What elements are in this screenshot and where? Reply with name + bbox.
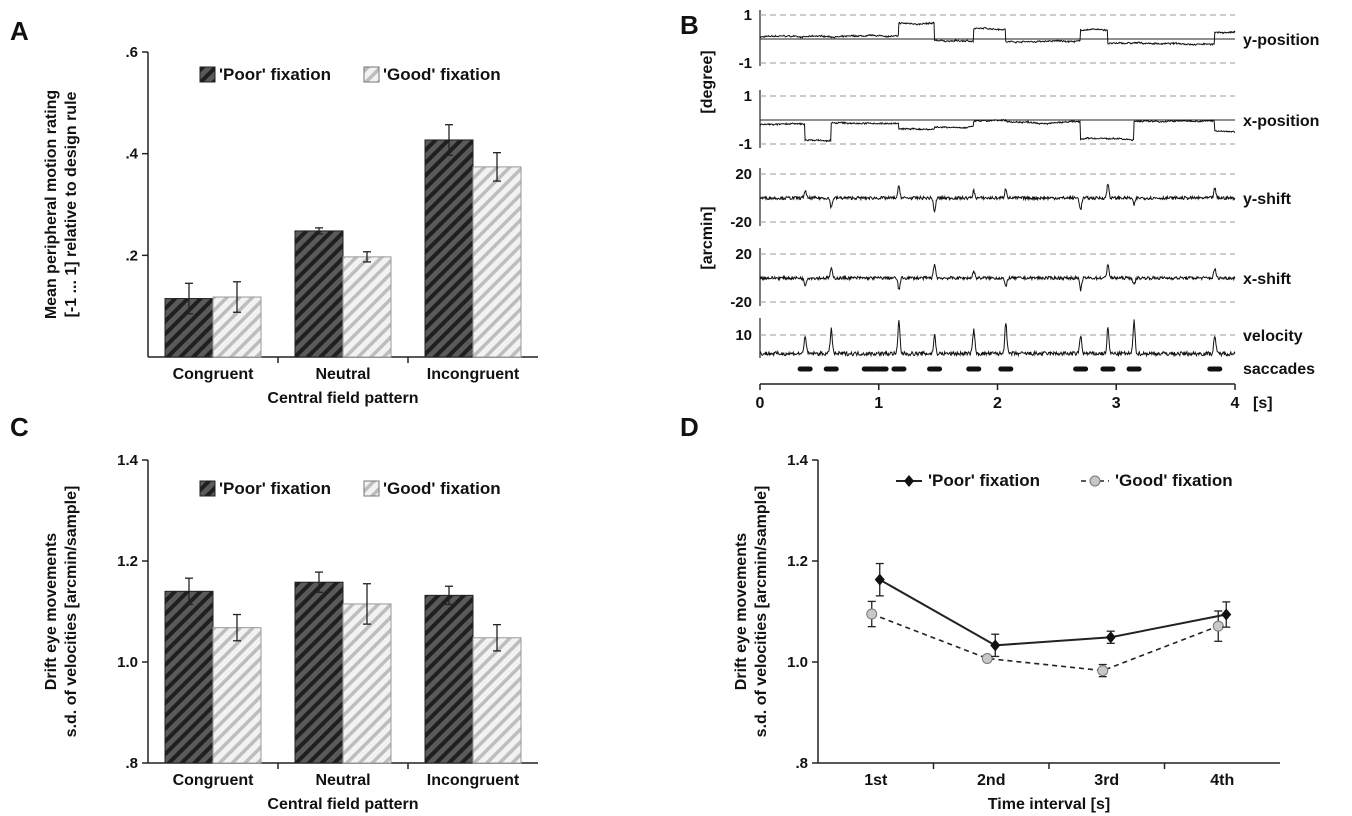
- trace-label-x-shift: x-shift: [1243, 271, 1292, 288]
- bar-good-incongruent: [472, 637, 522, 764]
- trace-label-y-shift: y-shift: [1243, 191, 1292, 208]
- legend-label-poor: 'Poor' fixation: [219, 65, 331, 84]
- trace-tick-label: 1: [744, 7, 752, 24]
- unit-label-arcmin: [arcmin]: [699, 206, 716, 269]
- data-point-poor: [1105, 631, 1116, 644]
- bar-good-congruent: [212, 627, 262, 764]
- y-axis-title-2: s.d. of velocities [arcmin/sample]: [63, 486, 80, 738]
- time-tick-label: 2: [993, 395, 1002, 412]
- data-point-poor: [990, 639, 1001, 652]
- legend-label-poor: 'Poor' fixation: [928, 471, 1040, 490]
- y-tick-label: .2: [125, 247, 138, 264]
- x-tick-label: Incongruent: [427, 772, 520, 789]
- unit-label-degree: [degree]: [699, 50, 716, 113]
- y-axis-title: Mean peripheral motion rating: [43, 90, 60, 319]
- trace-tick-label: -20: [730, 214, 752, 231]
- trace-x-shift: [759, 263, 1236, 292]
- x-tick-label: 3rd: [1094, 772, 1119, 789]
- y-tick-label: 1.2: [117, 553, 138, 570]
- time-axis-unit: [s]: [1253, 395, 1273, 412]
- y-tick-label: 1.4: [117, 452, 139, 469]
- x-axis-title: Central field pattern: [267, 390, 418, 407]
- trace-label-velocity: velocity: [1243, 328, 1303, 345]
- series-line-good: [871, 613, 1219, 672]
- x-tick-label: Congruent: [173, 772, 255, 789]
- y-axis-title: Drift eye movements: [733, 533, 750, 690]
- y-tick-label: 1.4: [787, 452, 809, 469]
- bar-poor-incongruent: [424, 594, 474, 764]
- y-axis-title-2: s.d. of velocities [arcmin/sample]: [753, 486, 770, 738]
- legend-label-poor: 'Poor' fixation: [219, 479, 331, 498]
- series-line-poor: [879, 578, 1227, 647]
- bar-good-incongruent: [472, 166, 522, 358]
- bar-poor-neutral: [294, 581, 344, 764]
- data-point-good: [1212, 620, 1224, 632]
- trace-label-saccades: saccades: [1243, 361, 1315, 378]
- y-axis-title-2: [-1 ... 1] relative to design rule: [63, 91, 80, 317]
- y-tick-label: 1.0: [787, 654, 808, 671]
- x-tick-label: 4th: [1210, 772, 1234, 789]
- x-tick-label: Neutral: [315, 772, 370, 789]
- legend-label-good: 'Good' fixation: [383, 479, 501, 498]
- data-point-poor: [874, 573, 885, 586]
- data-point-good: [1097, 665, 1109, 677]
- panel-letter-c: C: [10, 412, 29, 442]
- data-point-good: [981, 652, 993, 664]
- y-tick-label: .8: [795, 755, 808, 772]
- trace-tick-label: 20: [735, 166, 752, 183]
- panel-c-bar-chart: .8 1.0 1.2 1.4 Congruent Neutral Incongruent Ce…: [43, 452, 538, 813]
- x-tick-label: Neutral: [315, 366, 370, 383]
- data-point-poor: [1221, 608, 1232, 621]
- y-tick-label: .6: [125, 44, 138, 61]
- x-tick-label: 1st: [864, 772, 888, 789]
- trace-tick-label: 20: [735, 246, 752, 263]
- x-tick-label: 2nd: [977, 772, 1005, 789]
- trace-label-x-position: x-position: [1243, 113, 1319, 130]
- y-tick-label: .4: [125, 146, 138, 163]
- time-tick-label: 4: [1231, 395, 1240, 412]
- legend-swatch-good: [363, 480, 380, 497]
- data-point-good: [866, 608, 878, 620]
- bar-good-neutral: [342, 256, 392, 358]
- legend-swatch-good: [363, 66, 380, 83]
- panel-a-bar-chart: .2 .4 .6 Congruent Neutral Incongruent Central…: [43, 44, 538, 407]
- trace-velocity: [759, 319, 1236, 358]
- trace-tick-label: -1: [739, 55, 752, 72]
- trace-tick-label: 1: [744, 88, 752, 105]
- time-tick-label: 1: [874, 395, 883, 412]
- panel-letter-b: B: [680, 10, 699, 40]
- legend-label-good: 'Good' fixation: [1115, 471, 1233, 490]
- trace-tick-label: 10: [735, 327, 752, 344]
- x-axis-title: Central field pattern: [267, 796, 418, 813]
- time-tick-label: 3: [1112, 395, 1121, 412]
- bar-poor-neutral: [294, 230, 344, 358]
- x-tick-label: Incongruent: [427, 366, 520, 383]
- bar-poor-congruent: [164, 590, 214, 764]
- panel-letter-a: A: [10, 16, 29, 46]
- y-tick-label: 1.0: [117, 654, 138, 671]
- trace-x-position: [759, 118, 1236, 143]
- bar-poor-incongruent: [424, 139, 474, 358]
- trace-y-position: [759, 21, 1236, 46]
- y-tick-label: .8: [125, 755, 138, 772]
- legend-marker-good: [1089, 475, 1101, 487]
- trace-tick-label: -20: [730, 294, 752, 311]
- trace-y-shift: [759, 183, 1236, 214]
- panel-d-line-chart: .8 1.0 1.2 1.4 1st 2nd 3rd 4th Time interval [s]…: [733, 452, 1280, 813]
- trace-label-y-position: y-position: [1243, 32, 1319, 49]
- x-tick-label: Congruent: [173, 366, 255, 383]
- x-axis-title: Time interval [s]: [988, 796, 1110, 813]
- y-tick-label: 1.2: [787, 553, 808, 570]
- y-axis-title: Drift eye movements: [43, 533, 60, 690]
- legend-marker-poor: [904, 475, 914, 487]
- panel-b-eye-traces: 1-1y-position1-1x-position20-20y-shift20…: [699, 7, 1319, 412]
- panel-letter-d: D: [680, 412, 699, 442]
- legend-swatch-poor: [199, 480, 216, 497]
- trace-tick-label: -1: [739, 136, 752, 153]
- legend-label-good: 'Good' fixation: [383, 65, 501, 84]
- time-tick-label: 0: [756, 395, 765, 412]
- legend-swatch-poor: [199, 66, 216, 83]
- bar-good-neutral: [342, 603, 392, 764]
